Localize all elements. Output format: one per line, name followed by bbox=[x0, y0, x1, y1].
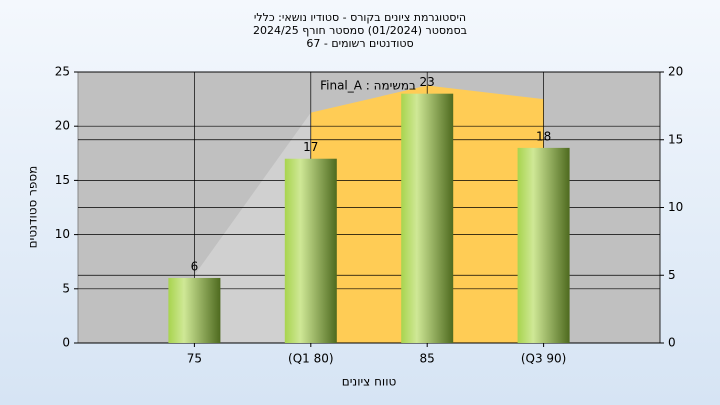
bar bbox=[401, 93, 454, 344]
y-tick-label: 10 bbox=[55, 227, 70, 241]
value-label: 17 bbox=[303, 140, 318, 154]
y2-tick-label: 0 bbox=[668, 336, 676, 350]
title-line: היסטוגרמת ציונים בקורס - סטודיו נושאי: כ… bbox=[254, 11, 466, 24]
x-tick-label: 75 bbox=[187, 352, 202, 366]
bar bbox=[168, 277, 221, 343]
y-tick-label: 15 bbox=[55, 173, 70, 187]
value-label: 23 bbox=[420, 75, 435, 89]
y-axis-label: מספר סטודנטים bbox=[26, 166, 40, 249]
y-tick-label: 0 bbox=[62, 336, 70, 350]
y-tick-label: 5 bbox=[62, 281, 70, 295]
value-label: 18 bbox=[536, 129, 551, 143]
y2-tick-label: 5 bbox=[668, 268, 676, 282]
y2-tick-label: 20 bbox=[668, 65, 683, 79]
bar bbox=[284, 158, 337, 343]
x-tick-label: (Q3 90) bbox=[521, 352, 567, 366]
title-line: בסמסטר (01/2024) סמסטר חורף 2024/25 bbox=[253, 24, 467, 37]
title-line: 67 - סטודנטים רשומים bbox=[306, 37, 413, 50]
annotation: Final_A : במשימה bbox=[320, 79, 416, 93]
x-axis-label: טווח ציונים bbox=[342, 375, 397, 389]
x-tick-label: 85 bbox=[420, 352, 435, 366]
value-label: 6 bbox=[191, 259, 199, 273]
y-tick-label: 25 bbox=[55, 65, 70, 79]
area bbox=[194, 85, 544, 344]
y-tick-label: 20 bbox=[55, 119, 70, 133]
x-tick-label: (Q1 80) bbox=[288, 352, 334, 366]
y2-tick-label: 10 bbox=[668, 200, 683, 214]
bar bbox=[517, 147, 570, 343]
y2-tick-label: 15 bbox=[668, 132, 683, 146]
